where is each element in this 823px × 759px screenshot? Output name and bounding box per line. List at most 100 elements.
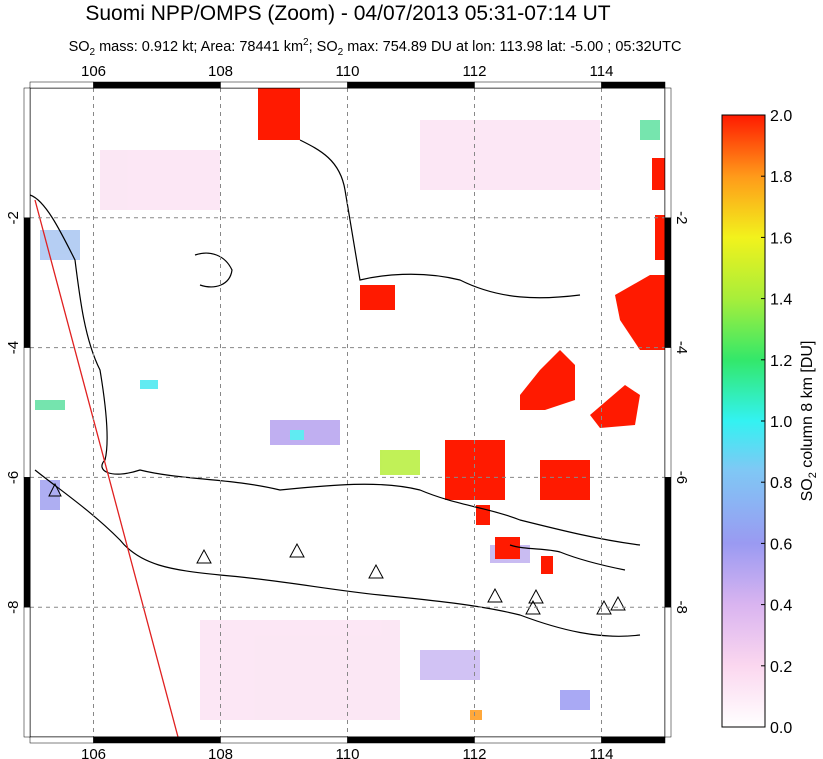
colorbar-tick-label: 2.0	[770, 108, 792, 125]
frame-bar	[23, 87, 31, 219]
colorbar-tick-label: 1.6	[770, 230, 792, 247]
frame-bar	[347, 736, 475, 744]
frame-bar	[220, 81, 348, 89]
colorbar-tick-label: 1.2	[770, 353, 792, 370]
pixel	[380, 450, 420, 475]
hotspot	[541, 556, 553, 574]
pixel	[420, 650, 480, 680]
hotspot	[652, 158, 665, 190]
frame-bar	[601, 81, 666, 89]
coast	[299, 139, 581, 299]
hotspot	[258, 88, 300, 140]
hotspot	[655, 215, 665, 260]
pixel	[290, 430, 304, 440]
x-tick-label: 108	[208, 63, 233, 80]
y-tick-label: -6	[673, 471, 690, 484]
frame-bar	[664, 347, 672, 478]
y-tick-label: -4	[5, 341, 22, 354]
frame-bar	[664, 606, 672, 738]
y-tick-label: -4	[673, 341, 690, 354]
frame-bar	[474, 736, 602, 744]
pixel	[470, 710, 482, 720]
x-tick-label: 106	[81, 746, 106, 759]
colorbar	[721, 114, 766, 728]
volcano	[48, 482, 62, 497]
colorbar-tick-label: 0.2	[770, 659, 792, 676]
pixel	[140, 380, 158, 389]
hotspot	[520, 350, 575, 410]
frame-bar	[474, 81, 602, 89]
x-tick-label: 112	[463, 63, 487, 80]
coast	[30, 194, 641, 546]
colorbar-tick-label: 1.4	[770, 292, 792, 309]
colorbar-label-part: SO	[799, 478, 816, 501]
volcano	[196, 548, 212, 564]
hotspot	[495, 537, 520, 559]
colorbar-tick-label: 1.0	[770, 414, 792, 431]
subtitle-sub: 2	[338, 47, 344, 58]
axes: 106 106 108 108 110 110 112 112 114 114 -2 -2 -4 -4 -6…	[5, 63, 690, 759]
colorbar-label: SO2 column 8 km [DU]	[799, 341, 819, 502]
frame-bar	[601, 736, 666, 744]
colorbar-tick-label: 0.0	[770, 720, 792, 737]
subtitle-part: mass: 0.912 kt; Area: 78441 km	[95, 39, 303, 55]
x-tick-label: 110	[336, 746, 360, 759]
volcano	[610, 595, 626, 611]
pixel	[35, 400, 65, 410]
y-tick-label: -6	[5, 471, 22, 484]
y-tick-label: -2	[673, 211, 690, 224]
frame-bar	[23, 217, 31, 348]
frame-bar	[93, 81, 221, 89]
frame-bar	[23, 606, 31, 738]
x-tick-label: 114	[590, 63, 614, 80]
pixel	[270, 420, 340, 445]
hotspot	[360, 285, 395, 310]
colorbar-tick-label: 0.4	[770, 598, 792, 615]
frame-bar	[664, 87, 672, 219]
pixel	[560, 690, 590, 710]
hotspot	[615, 275, 665, 350]
subtitle-part: max: 754.89 DU at lon: 113.98 lat: -5.00…	[343, 39, 681, 55]
colorbar-label-part: column 8 km [DU]	[799, 341, 816, 473]
hotspot	[540, 460, 590, 500]
pixel	[100, 150, 220, 210]
subtitle-part: ; SO	[309, 39, 338, 55]
frame-bar	[29, 81, 94, 89]
volcano	[368, 563, 384, 579]
x-tick-label: 110	[336, 63, 360, 80]
map-content	[30, 88, 665, 737]
island	[194, 252, 233, 288]
frame-bar	[93, 736, 221, 744]
colorbar-axis: 0.0 0.2 0.4 0.6 0.8 1.0 1.2 1.4 1.6 1.8 2.0	[761, 108, 792, 737]
subtitle-part: SO	[69, 39, 90, 55]
volcano	[528, 588, 544, 604]
coastlines	[30, 139, 641, 637]
y-tick-label: -2	[5, 211, 22, 224]
x-tick-label: 114	[590, 746, 614, 759]
frame-bar	[664, 217, 672, 348]
pixel	[200, 620, 400, 720]
subtitle: SO2 mass: 0.912 kt; Area: 78441 km2; SO2…	[69, 37, 682, 58]
frame-bar	[347, 81, 475, 89]
frame-bar	[23, 347, 31, 478]
colorbar-label-sub: 2	[807, 472, 819, 478]
hotspot	[590, 385, 640, 428]
colorbar-tick-label: 0.6	[770, 536, 792, 553]
volcano	[487, 587, 503, 603]
colorbar-tick-label: 0.8	[770, 475, 792, 492]
swath-edge	[34, 199, 179, 737]
subtitle-sub: 2	[90, 47, 96, 58]
pixel	[640, 120, 660, 140]
pixel	[40, 230, 80, 260]
x-tick-label: 108	[208, 746, 233, 759]
frame-bar	[664, 477, 672, 608]
x-tick-label: 106	[81, 63, 106, 80]
title: Suomi NPP/OMPS (Zoom) - 04/07/2013 05:31…	[85, 2, 610, 25]
pixel	[420, 120, 600, 190]
frame-bar	[23, 477, 31, 608]
y-tick-label: -8	[673, 601, 690, 614]
volcano	[289, 542, 305, 558]
y-tick-label: -8	[5, 601, 22, 614]
x-tick-label: 112	[463, 746, 487, 759]
